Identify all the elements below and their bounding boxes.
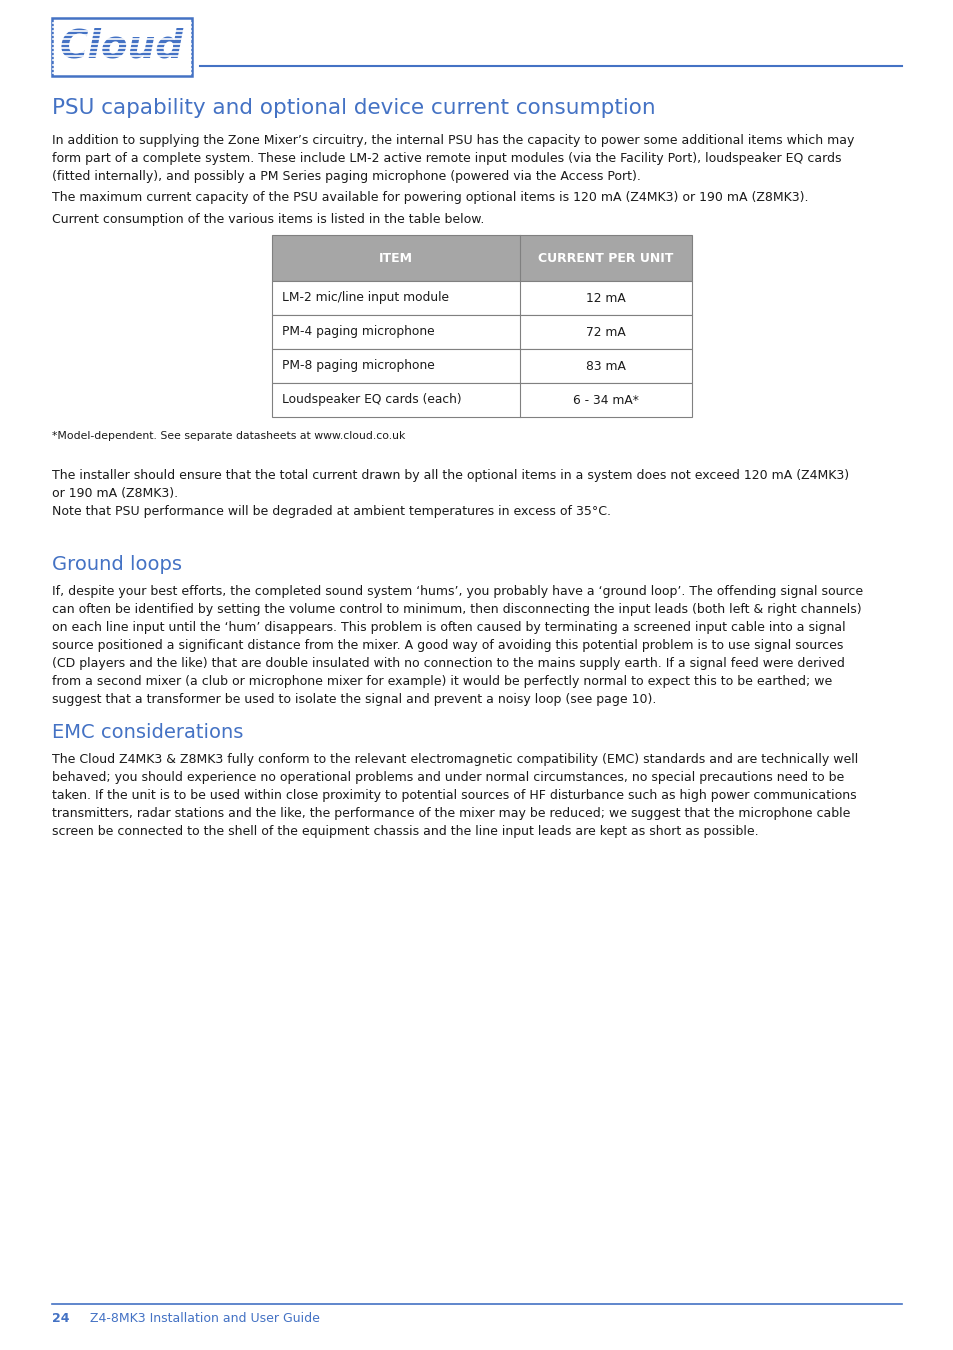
Text: In addition to supplying the Zone Mixer’s circuitry, the internal PSU has the ca: In addition to supplying the Zone Mixer’…	[52, 134, 854, 184]
Text: PSU capability and optional device current consumption: PSU capability and optional device curre…	[52, 99, 655, 117]
Text: 24: 24	[52, 1312, 70, 1324]
Text: 72 mA: 72 mA	[585, 325, 625, 339]
Text: Ground loops: Ground loops	[52, 555, 182, 574]
Text: Current consumption of the various items is listed in the table below.: Current consumption of the various items…	[52, 213, 484, 225]
Bar	[272, 383, 691, 417]
Bar	[272, 281, 691, 315]
Text: If, despite your best efforts, the completed sound system ‘hums’, you probably h: If, despite your best efforts, the compl…	[52, 585, 862, 706]
Text: The maximum current capacity of the PSU available for powering optional items is: The maximum current capacity of the PSU …	[52, 190, 807, 204]
Bar	[272, 315, 691, 350]
Text: Note that PSU performance will be degraded at ambient temperatures in excess of : Note that PSU performance will be degrad…	[52, 505, 610, 518]
Text: Z4-8MK3 Installation and User Guide: Z4-8MK3 Installation and User Guide	[90, 1312, 319, 1324]
Text: 12 mA: 12 mA	[585, 292, 625, 305]
Text: The installer should ensure that the total current drawn by all the optional ite: The installer should ensure that the tot…	[52, 468, 848, 500]
Bar	[52, 18, 192, 76]
Bar	[272, 235, 691, 281]
Text: EMC considerations: EMC considerations	[52, 724, 243, 742]
Text: Cloud: Cloud	[60, 28, 184, 66]
Text: PM-8 paging microphone: PM-8 paging microphone	[282, 359, 435, 373]
Text: The Cloud Z4MK3 & Z8MK3 fully conform to the relevant electromagnetic compatibil: The Cloud Z4MK3 & Z8MK3 fully conform to…	[52, 753, 858, 838]
Text: 83 mA: 83 mA	[585, 359, 625, 373]
Text: LM-2 mic/line input module: LM-2 mic/line input module	[282, 292, 449, 305]
Text: Loudspeaker EQ cards (each): Loudspeaker EQ cards (each)	[282, 393, 461, 406]
Text: *Model-dependent. See separate datasheets at www.cloud.co.uk: *Model-dependent. See separate datasheet…	[52, 431, 405, 441]
Text: PM-4 paging microphone: PM-4 paging microphone	[282, 325, 435, 339]
Text: ITEM: ITEM	[378, 251, 413, 265]
Bar	[272, 350, 691, 383]
Text: 6 - 34 mA*: 6 - 34 mA*	[573, 393, 639, 406]
Text: CURRENT PER UNIT: CURRENT PER UNIT	[537, 251, 673, 265]
